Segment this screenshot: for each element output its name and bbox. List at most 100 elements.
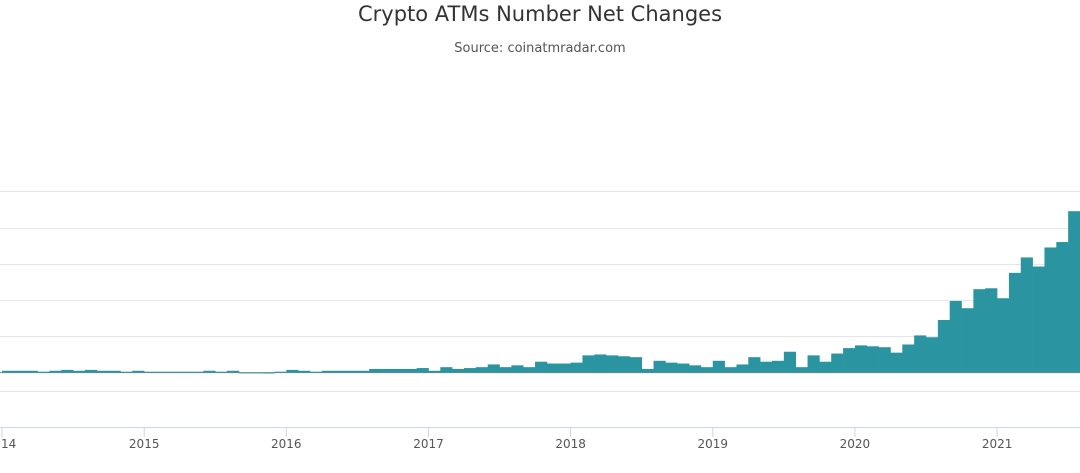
bar-2021-05[interactable] <box>1044 247 1057 373</box>
bar-2014-04[interactable] <box>37 371 50 373</box>
bar-2016-07[interactable] <box>357 370 370 373</box>
bar-2016-06[interactable] <box>345 370 358 373</box>
bar-2020-02[interactable] <box>866 346 879 373</box>
bar-2015-06[interactable] <box>203 370 216 373</box>
bar-2015-08[interactable] <box>227 370 240 373</box>
bar-2015-05[interactable] <box>191 371 204 373</box>
x-tick-label-2018: 2018 <box>555 437 586 451</box>
bar-2017-05[interactable] <box>475 367 488 373</box>
bar-2020-03[interactable] <box>878 347 891 373</box>
bar-2020-10[interactable] <box>961 308 974 373</box>
bar-2020-08[interactable] <box>937 320 950 373</box>
bar-2015-10[interactable] <box>250 372 263 374</box>
bar-2018-09[interactable] <box>665 362 678 373</box>
bar-2015-09[interactable] <box>238 372 252 374</box>
bar-2021-03[interactable] <box>1020 257 1033 373</box>
bar-2020-06[interactable] <box>914 335 927 373</box>
bar-2019-04[interactable] <box>748 357 761 373</box>
bar-2018-07[interactable] <box>641 368 654 373</box>
bar-2014-08[interactable] <box>84 369 98 373</box>
bar-2015-03[interactable] <box>167 371 180 373</box>
bar-2020-09[interactable] <box>949 300 962 373</box>
bar-2021-01[interactable] <box>997 298 1010 373</box>
bar-2014-05[interactable] <box>49 370 62 373</box>
bar-2018-01[interactable] <box>570 362 583 373</box>
x-tick-label-2019: 2019 <box>698 437 729 451</box>
bar-2014-07[interactable] <box>73 370 86 373</box>
bar-2014-11[interactable] <box>120 371 133 373</box>
bar-2019-01[interactable] <box>712 360 725 373</box>
bar-2018-03[interactable] <box>594 354 607 373</box>
bar-2019-02[interactable] <box>724 367 737 373</box>
bar-2019-08[interactable] <box>795 367 808 373</box>
bar-2016-04[interactable] <box>321 370 334 373</box>
bar-2019-09[interactable] <box>807 355 820 373</box>
bar-2014-03[interactable] <box>25 370 38 373</box>
bar-2016-02[interactable] <box>298 370 311 373</box>
bar-2018-11[interactable] <box>689 365 702 373</box>
bar-2019-05[interactable] <box>760 361 773 373</box>
bar-2019-06[interactable] <box>772 360 785 373</box>
bar-2015-07[interactable] <box>215 371 228 373</box>
bar-2015-11[interactable] <box>262 372 275 374</box>
bar-2014-01[interactable] <box>2 370 15 373</box>
bar-2014-02[interactable] <box>13 370 26 373</box>
bar-2016-09[interactable] <box>381 368 394 373</box>
bar-2017-07[interactable] <box>499 367 512 373</box>
bar-2017-10[interactable] <box>535 361 548 373</box>
x-tick-label-2015: 2015 <box>129 437 160 451</box>
bar-2014-10[interactable] <box>108 370 121 373</box>
bar-2017-02[interactable] <box>440 367 453 373</box>
bar-2017-08[interactable] <box>511 365 524 373</box>
bar-2020-11[interactable] <box>973 289 986 373</box>
bar-2016-11[interactable] <box>404 368 417 373</box>
bar-2015-12[interactable] <box>274 371 287 373</box>
bar-2015-02[interactable] <box>156 371 169 373</box>
bar-2018-08[interactable] <box>653 360 666 373</box>
bar-2019-07[interactable] <box>783 351 796 373</box>
bar-2017-01[interactable] <box>428 370 441 373</box>
bar-2020-04[interactable] <box>890 352 903 373</box>
bar-2016-03[interactable] <box>310 371 323 373</box>
x-tick-label-2014: 14 <box>1 437 16 451</box>
bar-2017-03[interactable] <box>452 368 465 373</box>
bar-2016-12[interactable] <box>416 368 429 373</box>
bar-2018-04[interactable] <box>606 355 619 373</box>
bar-2017-06[interactable] <box>487 364 500 373</box>
bar-2016-01[interactable] <box>286 369 299 373</box>
bar-2014-09[interactable] <box>96 370 109 373</box>
x-tick-label-2017: 2017 <box>413 437 444 451</box>
bar-2018-06[interactable] <box>629 357 642 373</box>
bar-2018-02[interactable] <box>582 355 595 373</box>
bar-2021-07[interactable] <box>1068 211 1080 373</box>
bar-2019-12[interactable] <box>843 348 856 373</box>
bar-2014-12[interactable] <box>132 370 145 373</box>
bar-2018-10[interactable] <box>677 363 690 373</box>
bar-2014-06[interactable] <box>61 369 74 373</box>
bar-2019-10[interactable] <box>819 361 832 373</box>
bar-2020-07[interactable] <box>926 337 939 373</box>
bar-2016-10[interactable] <box>392 368 406 373</box>
bar-2017-11[interactable] <box>546 363 560 373</box>
bar-2020-12[interactable] <box>985 288 998 373</box>
bar-2016-05[interactable] <box>333 370 346 373</box>
bar-2019-03[interactable] <box>736 364 749 373</box>
bar-2015-04[interactable] <box>179 371 192 373</box>
x-tick-label-2020: 2020 <box>840 437 871 451</box>
bar-2021-06[interactable] <box>1056 242 1069 373</box>
bar-2017-09[interactable] <box>523 367 536 373</box>
bar-2016-08[interactable] <box>369 368 382 373</box>
bar-2021-02[interactable] <box>1008 272 1022 373</box>
bar-2015-01[interactable] <box>144 371 157 373</box>
bar-2021-04[interactable] <box>1032 266 1045 373</box>
bar-2017-12[interactable] <box>558 363 571 373</box>
bar-2018-05[interactable] <box>618 356 631 373</box>
bar-2019-11[interactable] <box>831 353 844 373</box>
chart-subtitle: Source: coinatmradar.com <box>454 41 625 56</box>
bar-2020-05[interactable] <box>902 344 915 373</box>
bar-2018-12[interactable] <box>700 367 714 373</box>
chart-title: Crypto ATMs Number Net Changes <box>358 2 722 26</box>
bar-2017-04[interactable] <box>464 368 477 373</box>
bar-2020-01[interactable] <box>854 345 868 373</box>
